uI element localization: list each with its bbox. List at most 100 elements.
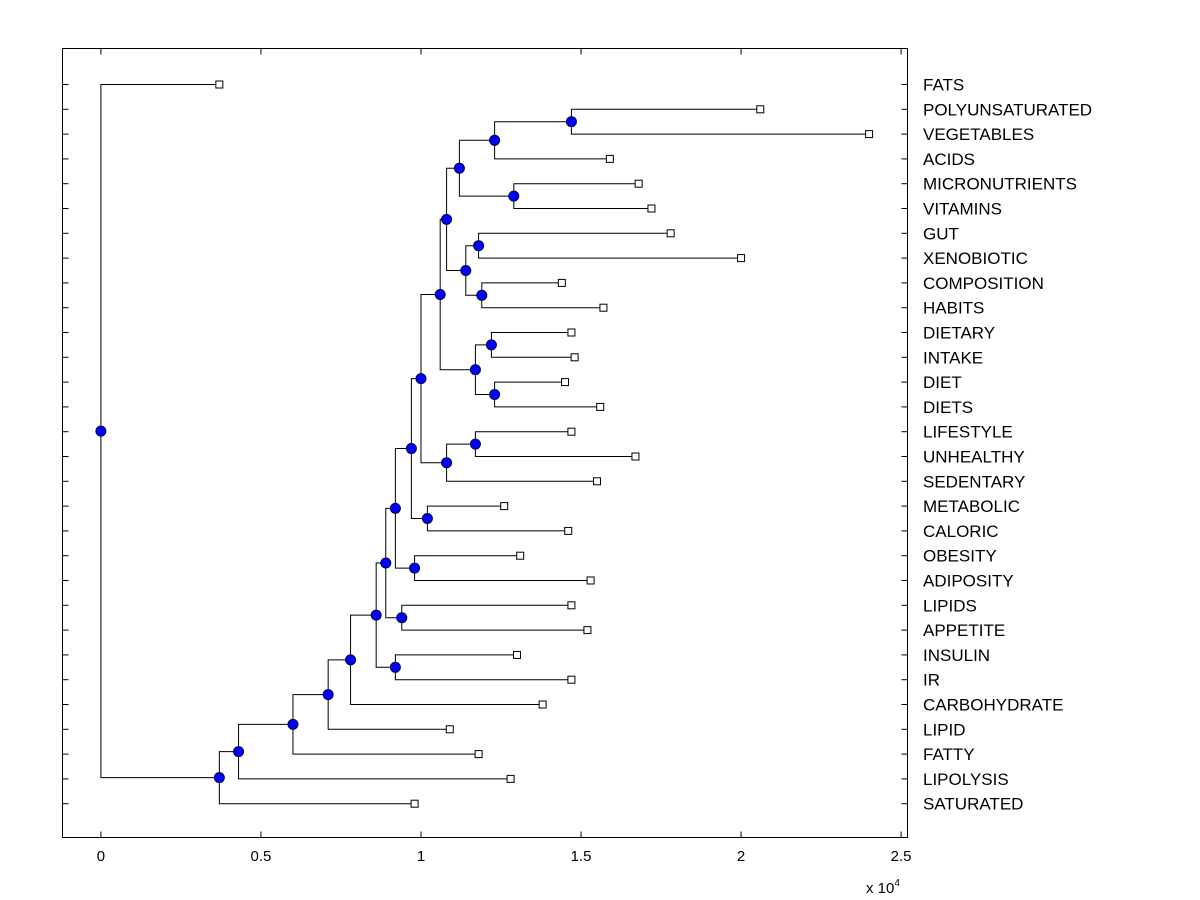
leaf-marker [215,80,224,89]
leaf-label: LIPIDS [923,596,977,615]
y-axis-ticks [62,84,908,805]
leaf-label: LIPID [923,720,966,739]
x-tick-label: 2 [737,848,745,865]
branch-n2 [238,723,511,780]
leaf-label: INSULIN [923,646,990,665]
merge-node [345,654,357,666]
merge-node [460,265,472,276]
merge-node [380,557,392,569]
merge-node [95,425,107,437]
leaf-labels: FATS POLYUNSATURATED VEGETABLES ACIDS MICRON… [923,76,1092,814]
leaf-label: DIET [923,373,962,392]
leaf-label: DIETARY [923,324,995,343]
x-tick-label: 0.5 [251,848,272,865]
branch-n14a [570,108,870,135]
leaf-marker [737,254,746,263]
leaf-marker [567,675,576,684]
branch-n3 [292,694,479,755]
merge-node [441,213,453,225]
x-tick-label: 1.5 [571,848,592,865]
x-axis-ticks: 0 0.5 1 1.5 2 2.5 [97,48,912,865]
merge-node [370,609,382,621]
merge-node [485,339,497,351]
leaf-label: XENOBIOTIC [923,249,1028,268]
leaf-marker [666,229,675,238]
merge-node [396,612,408,624]
leaf-label: METABOLIC [923,497,1020,516]
leaf-marker [583,626,592,635]
leaf-marker [445,725,454,734]
branch-n1 [218,751,415,805]
leaf-marker [865,130,874,139]
leaf-marker [474,750,483,759]
leaf-marker [596,402,605,411]
branch-n15 [513,183,652,209]
leaf-label: VITAMINS [923,200,1002,219]
leaf-label: CALORIC [923,522,999,541]
merge-node [389,661,401,673]
branch-n14 [494,121,610,160]
leaf-marker [570,353,579,362]
leaf-marker [538,700,547,709]
merge-node [489,389,501,400]
leaf-label: FATS [923,76,964,95]
leaf-marker [593,477,602,486]
x-multiplier-label: x 104 [866,878,900,897]
branch-n0 [100,84,220,779]
branch-n24 [401,604,588,631]
branch-lines [100,84,870,805]
leaf-marker [567,601,576,610]
branch-n5 [350,614,543,705]
leaf-marker [410,799,419,808]
merge-node [415,373,427,385]
merge-node [565,116,577,128]
leaf-label: LIFESTYLE [923,423,1013,442]
leaf-label: POLYUNSATURATED [923,100,1092,119]
leaf-label: MICRONUTRIENTS [923,175,1077,194]
branch-n17 [478,232,742,259]
branch-n22 [426,505,569,532]
branch-n20 [490,332,575,358]
leaf-marker [567,328,576,337]
merge-node [434,289,446,301]
leaf-label: APPETITE [923,621,1005,640]
leaf-label: HABITS [923,299,984,318]
merge-node [409,562,421,574]
x-tick-label: 2.5 [891,848,912,865]
leaf-marker [506,774,515,783]
merge-node [453,162,465,174]
merge-node [476,289,488,301]
branch-n20b [494,381,601,408]
leaf-label: SEDENTARY [923,472,1025,491]
leaf-markers [215,80,874,808]
leaf-label: CARBOHYDRATE [923,696,1063,715]
merge-node [389,502,401,514]
leaf-label: LIPOLYSIS [923,770,1009,789]
leaf-marker [647,204,656,213]
merge-node [473,240,485,252]
leaf-marker [516,551,525,560]
leaf-label: OBESITY [923,547,997,566]
leaf-marker [634,179,643,188]
merge-node [469,438,481,450]
merge-node [469,364,481,376]
branch-n21a [474,431,636,457]
leaf-marker [564,526,573,535]
plot-frame [62,48,908,838]
merge-node [421,513,433,524]
leaf-label: FATTY [923,745,975,764]
leaf-marker [513,650,522,659]
branch-n25 [394,654,572,681]
leaf-label: INTAKE [923,348,983,367]
leaf-label: UNHEALTHY [923,448,1025,467]
merge-node [441,457,453,469]
branch-n13 [458,139,514,197]
leaf-label: IR [923,671,940,690]
merge-node [233,746,245,758]
leaf-label: SATURATED [923,795,1023,814]
merge-node-markers [95,116,577,784]
merge-node [213,772,225,784]
leaf-marker [500,502,509,511]
merge-node [489,134,501,146]
